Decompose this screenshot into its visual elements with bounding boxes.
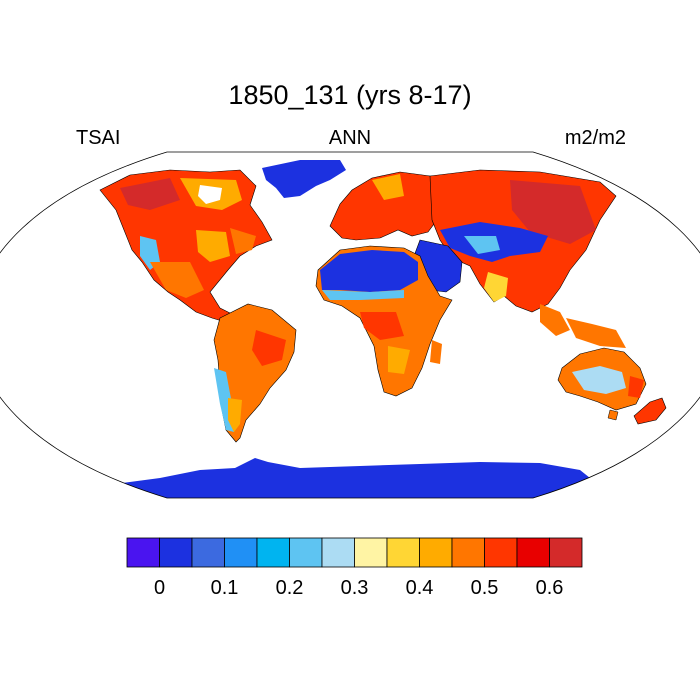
map-title: 1850_131 (yrs 8-17)	[228, 80, 472, 110]
colorbar-swatch	[224, 537, 258, 568]
colorbar-swatch	[549, 537, 583, 568]
north-america	[99, 169, 273, 325]
colorbar-swatch	[484, 537, 518, 568]
colorbar-swatch	[159, 537, 193, 568]
greenland	[262, 160, 346, 198]
colorbar-swatch	[191, 537, 225, 568]
colorbar-tick-label: 0.1	[211, 577, 239, 599]
globe-outline	[0, 151, 700, 499]
colorbar-tick-label: 0	[154, 577, 165, 599]
colorbar-tick-label: 0.5	[471, 577, 499, 599]
colorbar-swatch	[354, 537, 388, 568]
colorbar-swatch	[419, 537, 453, 568]
colorbar-swatch	[126, 537, 160, 568]
new-zealand	[633, 397, 667, 425]
colorbar-swatch	[321, 537, 355, 568]
season-label: ANN	[328, 127, 372, 149]
units-label: m2/m2	[564, 127, 626, 149]
antarctica	[80, 458, 620, 498]
colorbar-swatch	[386, 537, 420, 568]
colorbar-swatch	[256, 537, 290, 568]
variable-label: TSAI	[76, 127, 121, 149]
colorbar-swatch	[451, 537, 485, 568]
colorbar-tick-label: 0.3	[341, 577, 369, 599]
colorbar-tick-label: 0.6	[536, 577, 564, 599]
land-fill	[80, 160, 667, 498]
colorbar: 0 0.1 0.2 0.3 0.4 0.5 0.6	[126, 537, 583, 599]
colorbar-tick-label: 0.4	[406, 577, 434, 599]
colorbar-swatch	[516, 537, 550, 568]
colorbar-tick-label: 0.2	[276, 577, 304, 599]
colorbar-swatch	[289, 537, 323, 568]
